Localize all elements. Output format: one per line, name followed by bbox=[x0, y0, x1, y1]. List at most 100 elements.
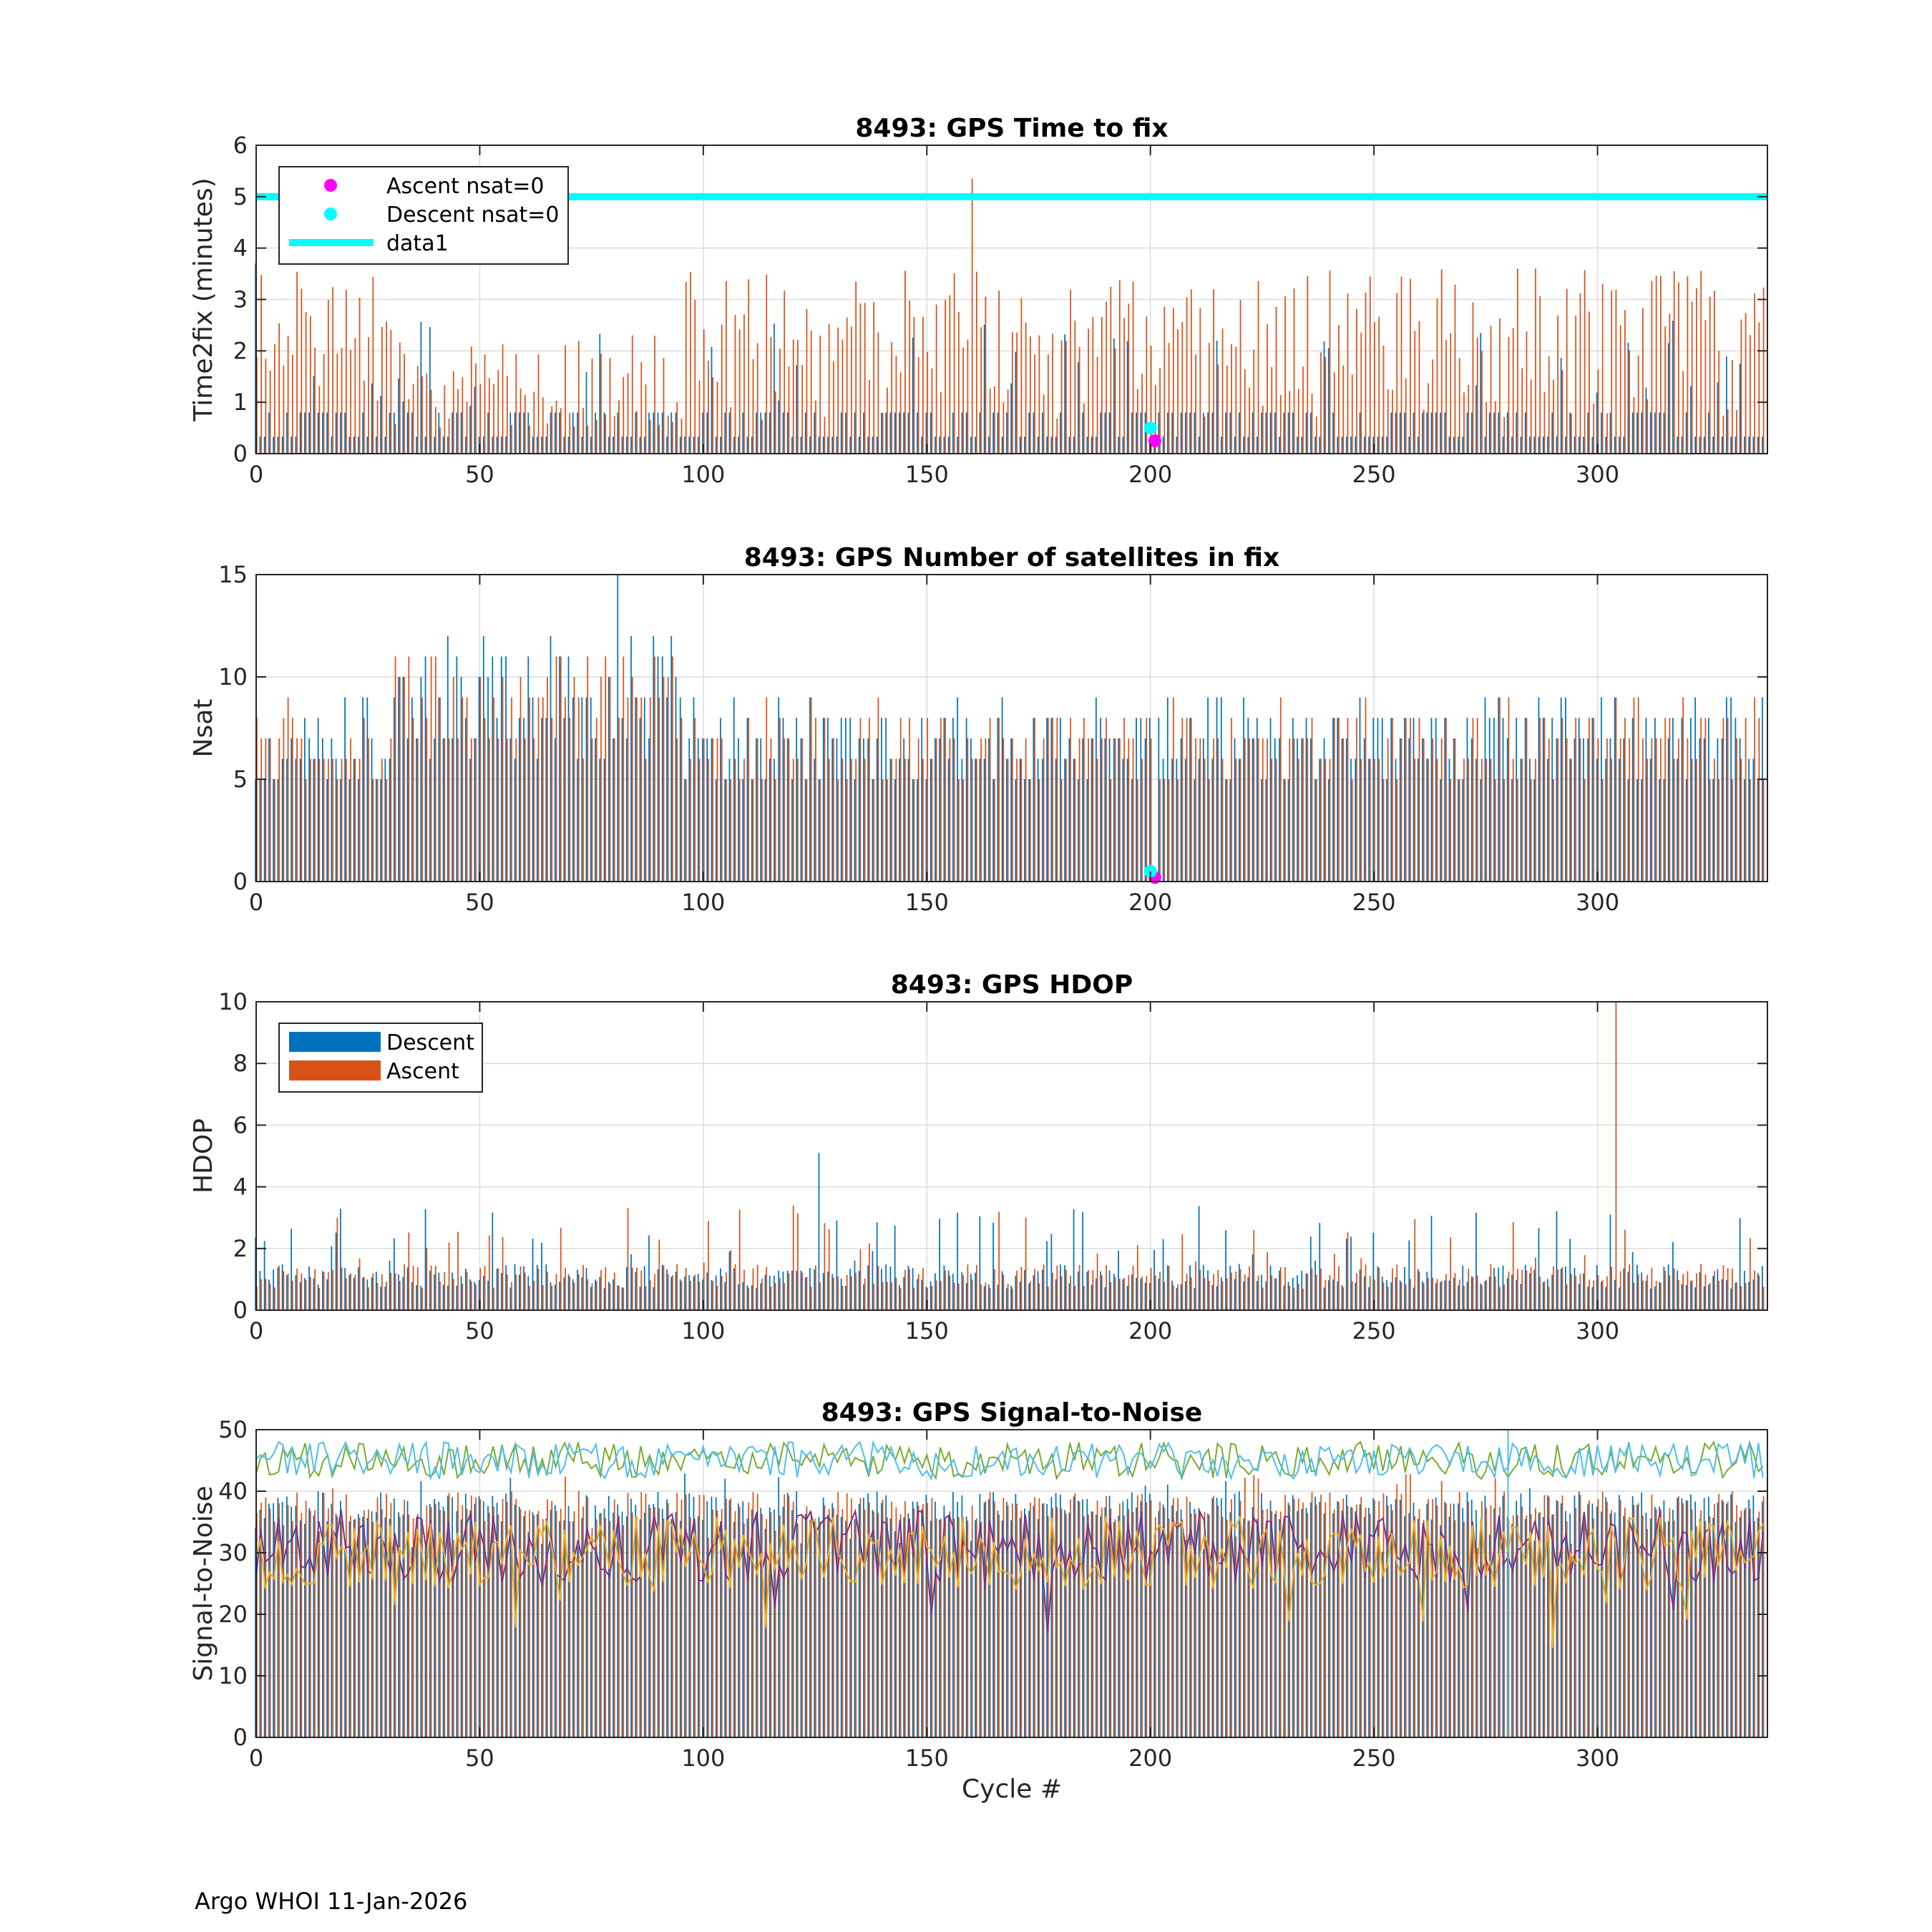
descent-bar bbox=[460, 1519, 462, 1737]
ascent-bar bbox=[327, 1272, 329, 1310]
descent-bar bbox=[1448, 436, 1450, 454]
ascent-bar bbox=[1096, 356, 1098, 454]
descent-bar bbox=[742, 1501, 744, 1737]
descent-bar bbox=[684, 1473, 686, 1737]
descent-bar bbox=[420, 321, 422, 454]
ascent-bar bbox=[1700, 1264, 1702, 1310]
ascent-bar bbox=[506, 1274, 508, 1310]
ascent-bar bbox=[1619, 1271, 1621, 1310]
ascent-bar bbox=[989, 718, 991, 882]
descent-bar bbox=[1699, 1518, 1701, 1737]
ascent-bar bbox=[332, 1269, 333, 1310]
descent-bar bbox=[1028, 779, 1030, 882]
ascent-bar bbox=[301, 1513, 303, 1737]
ascent-bar bbox=[609, 677, 611, 882]
ascent-bar bbox=[837, 1492, 839, 1737]
ascent-bar bbox=[922, 316, 924, 454]
ascent-bar bbox=[1508, 697, 1510, 882]
ascent-bar bbox=[1382, 1282, 1385, 1310]
ascent-bar bbox=[940, 392, 942, 454]
descent-bar bbox=[1677, 436, 1679, 454]
ascent-bar bbox=[1400, 276, 1402, 454]
ascent-bar bbox=[752, 359, 754, 454]
ascent-bar bbox=[1056, 1265, 1058, 1310]
descent-bar bbox=[939, 1219, 941, 1310]
descent-bar bbox=[947, 1270, 950, 1310]
ascent-bar bbox=[1476, 1548, 1478, 1737]
descent-bar bbox=[281, 1502, 283, 1737]
descent-bar bbox=[1073, 436, 1075, 454]
ascent-bar bbox=[1682, 371, 1684, 454]
descent-bar bbox=[876, 1491, 878, 1737]
descent-bar bbox=[1762, 1266, 1763, 1310]
ascent-bar bbox=[479, 677, 482, 882]
ascent-bar bbox=[416, 738, 419, 882]
ascent-bar bbox=[649, 697, 651, 882]
descent-bar bbox=[975, 758, 977, 882]
descent-bar bbox=[1292, 1495, 1294, 1737]
ascent-bar bbox=[1709, 1516, 1711, 1737]
ascent-bar bbox=[1360, 1258, 1362, 1310]
ascent-bar bbox=[851, 758, 852, 882]
ascent-bar bbox=[1732, 1491, 1733, 1737]
ascent-bar bbox=[1571, 1274, 1572, 1310]
y-tick-label: 15 bbox=[218, 561, 248, 588]
descent-bar bbox=[921, 436, 923, 454]
descent-bar bbox=[679, 697, 681, 882]
ascent-bar bbox=[408, 399, 410, 454]
ascent-bar bbox=[1083, 1516, 1085, 1737]
ascent-bar bbox=[1629, 1516, 1631, 1737]
ascent-bar bbox=[1696, 288, 1697, 454]
ascent-bar bbox=[547, 423, 548, 454]
ascent-bar bbox=[1025, 738, 1027, 882]
descent-bar bbox=[706, 738, 708, 882]
ascent-bar bbox=[1714, 1271, 1715, 1310]
descent-bar bbox=[1748, 436, 1750, 454]
descent-bar bbox=[907, 412, 909, 454]
ascent-bar bbox=[1043, 1264, 1045, 1310]
ascent-bar bbox=[1687, 1271, 1689, 1310]
descent-bar bbox=[774, 758, 775, 882]
ascent-bar bbox=[390, 1503, 392, 1737]
descent-bar bbox=[930, 1281, 932, 1310]
axes-box bbox=[255, 1429, 1768, 1738]
descent-bar bbox=[1247, 1521, 1249, 1737]
y-tick-label: 1 bbox=[233, 389, 248, 416]
ascent-bar bbox=[1410, 718, 1411, 882]
ascent-bar bbox=[810, 1511, 812, 1737]
descent-bar bbox=[1082, 1211, 1083, 1310]
descent-bar bbox=[1547, 1279, 1548, 1310]
ascent-bar bbox=[565, 345, 566, 454]
ascent-bar bbox=[909, 718, 911, 882]
descent-bar bbox=[259, 779, 261, 882]
descent-bar bbox=[863, 1498, 864, 1737]
descent-bar bbox=[389, 1518, 391, 1737]
ascent-bar bbox=[1060, 1508, 1063, 1737]
x-tick-label: 0 bbox=[249, 1317, 263, 1345]
descent-bar bbox=[1547, 758, 1548, 882]
descent-bar bbox=[670, 412, 673, 454]
descent-bar bbox=[1073, 758, 1075, 882]
descent-bar bbox=[1475, 1212, 1477, 1310]
descent-bar bbox=[1269, 718, 1272, 882]
ascent-bar bbox=[1423, 409, 1425, 454]
descent-bar bbox=[760, 412, 762, 454]
ascent-bar bbox=[738, 1209, 741, 1310]
ascent-bar bbox=[953, 1282, 955, 1310]
descent-bar bbox=[1399, 412, 1401, 454]
descent-bar bbox=[769, 1507, 771, 1737]
ascent-bar bbox=[833, 1508, 834, 1737]
ascent-bar bbox=[1700, 270, 1702, 454]
ascent-bar bbox=[1213, 1274, 1214, 1310]
ascent-bar bbox=[475, 1284, 477, 1310]
ascent-bar bbox=[1606, 413, 1608, 454]
ascent-bar bbox=[752, 1268, 754, 1310]
ascent-bar bbox=[703, 329, 705, 454]
ascent-bar bbox=[1136, 1245, 1138, 1310]
ascent-bar bbox=[774, 779, 776, 882]
ascent-bar bbox=[354, 758, 356, 882]
descent-bar bbox=[1627, 779, 1629, 882]
ascent-bar bbox=[658, 424, 660, 454]
ascent-bar bbox=[1195, 738, 1196, 882]
descent-bar bbox=[563, 436, 565, 454]
